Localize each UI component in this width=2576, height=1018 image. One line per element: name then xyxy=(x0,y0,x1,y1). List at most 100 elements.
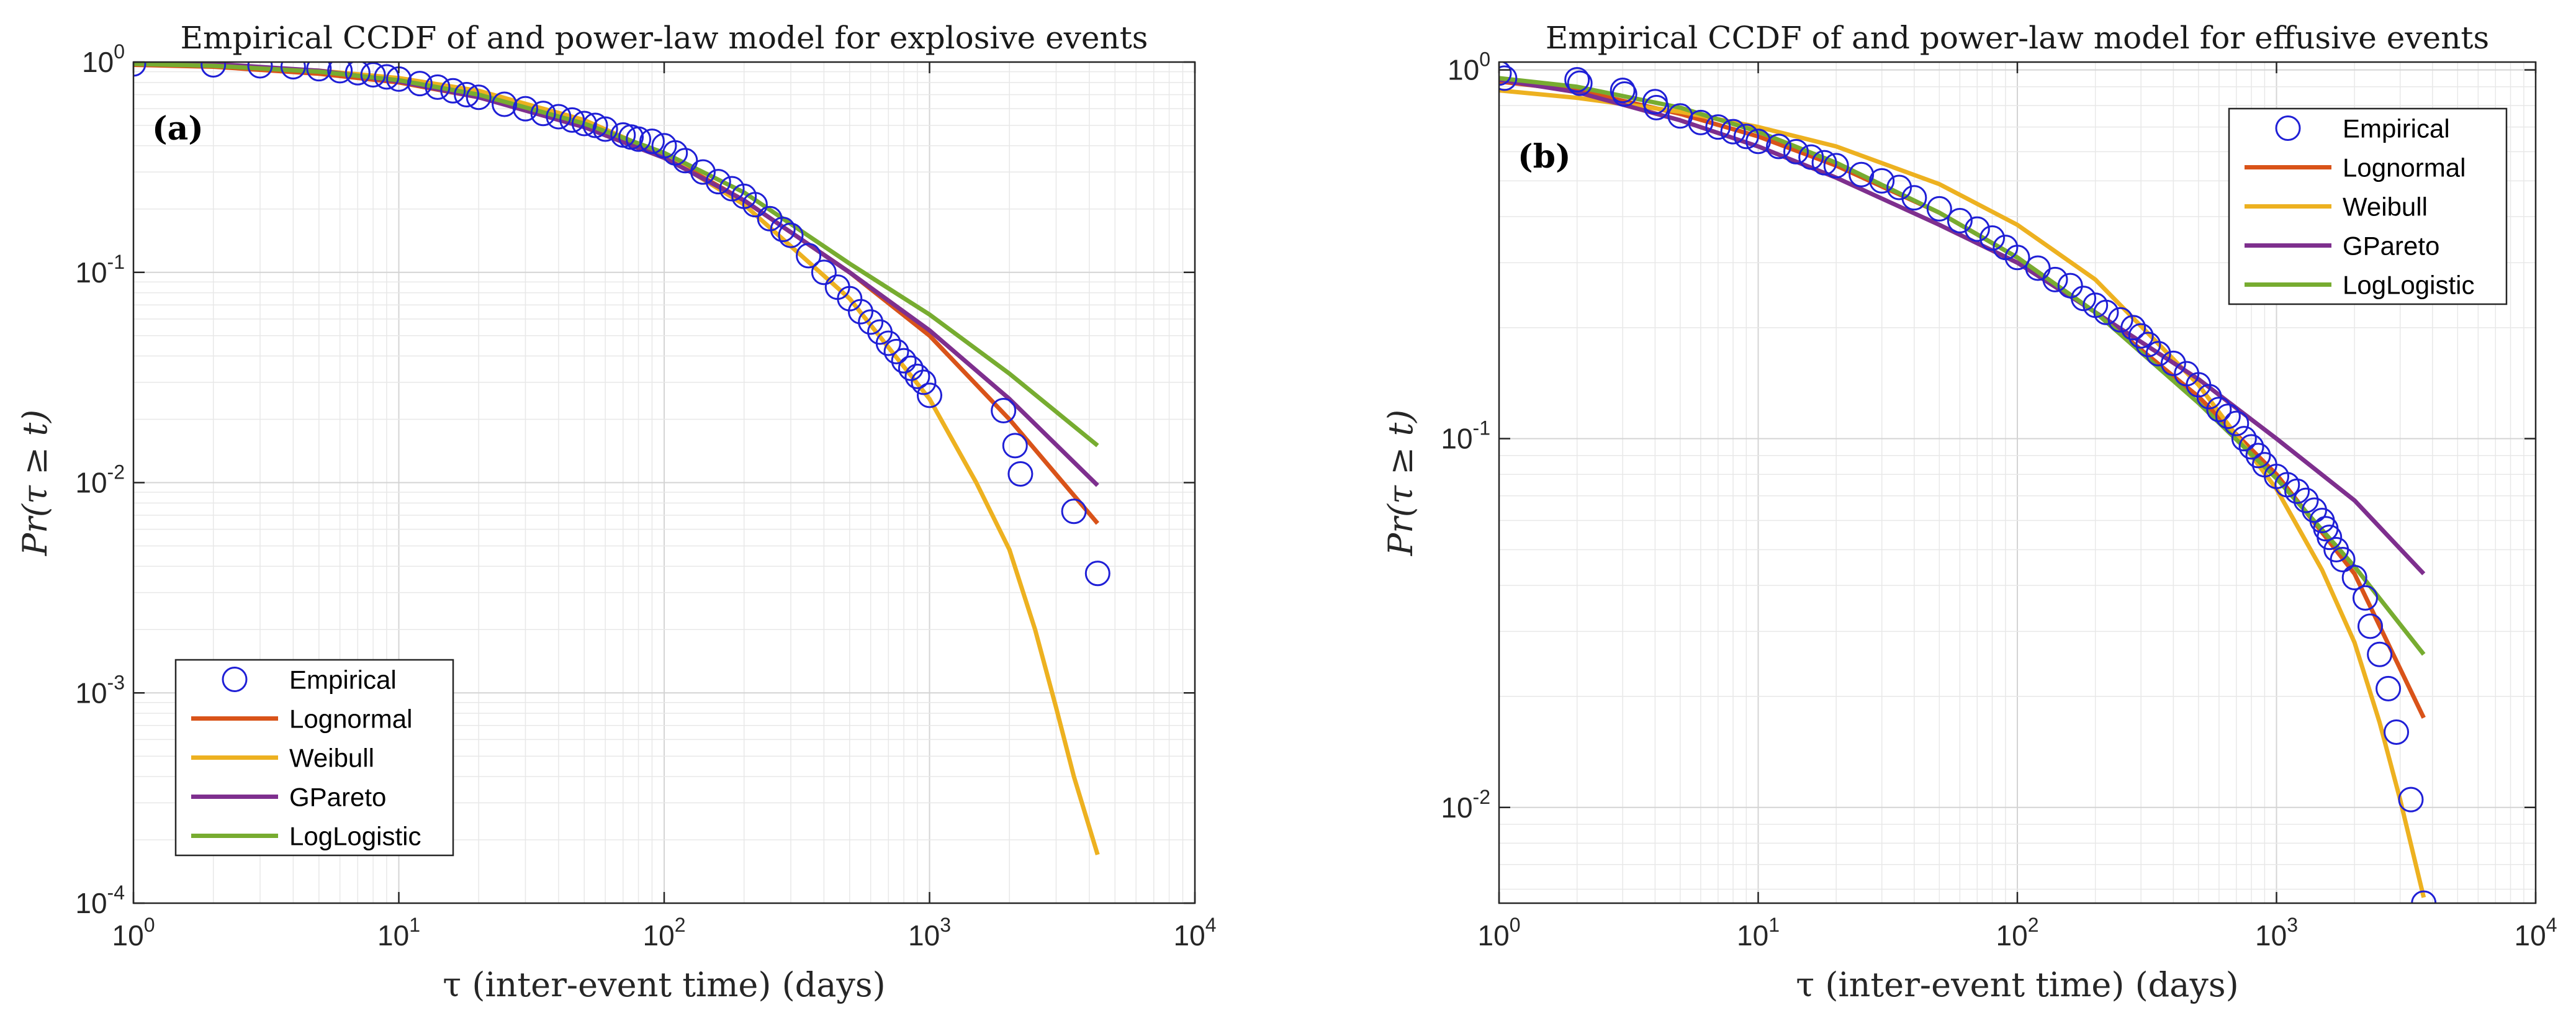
empirical-points xyxy=(133,62,1110,587)
empirical-point xyxy=(770,217,796,243)
empirical-point xyxy=(1610,78,1636,104)
empirical-point xyxy=(917,382,942,408)
legend-marker-empirical xyxy=(222,667,248,692)
empirical-point xyxy=(1783,138,1809,164)
empirical-point xyxy=(2245,443,2271,469)
empirical-point xyxy=(2223,410,2249,436)
empirical-point xyxy=(719,176,745,202)
empirical-point xyxy=(796,243,822,269)
y-tick-label: 10-1 xyxy=(1441,417,1490,455)
empirical-point xyxy=(2341,564,2367,590)
empirical-point xyxy=(306,62,332,82)
x-axis-label: τ (inter-event time) (days) xyxy=(1796,965,2238,1004)
x-tick-label: 101 xyxy=(1737,914,1780,952)
legend-entry: GPareto xyxy=(2343,232,2439,261)
legend-entry: Weibull xyxy=(289,744,374,773)
empirical-point xyxy=(742,192,768,218)
x-axis-label: τ (inter-event time) (days) xyxy=(443,965,885,1004)
legend-entry: Weibull xyxy=(2343,192,2428,222)
empirical-point xyxy=(571,110,597,137)
empirical-point xyxy=(848,299,874,325)
empirical-point xyxy=(2135,331,2161,358)
empirical-point xyxy=(2042,266,2068,292)
empirical-point xyxy=(2057,273,2083,299)
empirical-point xyxy=(2160,350,2186,376)
legend-entry: LogLogistic xyxy=(289,822,421,851)
empirical-point xyxy=(1798,144,1824,170)
empirical-point xyxy=(345,62,371,86)
y-tick-label: 10-1 xyxy=(75,251,125,289)
empirical-point xyxy=(1823,153,1849,179)
x-tick-label: 104 xyxy=(1174,914,1217,952)
empirical-point xyxy=(2196,384,2222,410)
chart-panel-a: 100 101 102 103 104 10-4 10-3 10-2 10-1 100 Empiri… xyxy=(16,20,1216,1004)
legend-entry: Empirical xyxy=(289,665,397,695)
empirical-point xyxy=(1926,196,1952,222)
empirical-point xyxy=(360,62,386,88)
legend-entry: Lognormal xyxy=(2343,153,2466,182)
empirical-point xyxy=(1869,168,1895,194)
empirical-point xyxy=(2107,307,2133,333)
chart-title: Empirical CCDF of and power-law model fo… xyxy=(181,20,1148,56)
empirical-point xyxy=(1611,81,1637,107)
empirical-point xyxy=(991,398,1017,424)
empirical-point xyxy=(1766,133,1792,160)
empirical-point xyxy=(2384,719,2410,745)
empirical-point xyxy=(811,259,837,286)
empirical-point xyxy=(1849,161,1875,187)
empirical-point xyxy=(1567,70,1593,96)
empirical-point xyxy=(133,62,146,77)
panel-tag: (b) xyxy=(1518,138,1571,176)
y-axis-label: Pr(τ ≥ t) xyxy=(1381,410,1420,556)
empirical-point xyxy=(454,81,480,107)
empirical-point xyxy=(582,112,608,138)
empirical-points xyxy=(1499,62,2437,903)
empirical-point xyxy=(492,91,518,117)
empirical-point xyxy=(2284,478,2310,504)
empirical-point xyxy=(440,78,466,104)
empirical-point xyxy=(1886,174,1912,200)
x-tick-label: 100 xyxy=(1478,914,1521,952)
empirical-point xyxy=(757,205,783,232)
empirical-point xyxy=(705,169,731,195)
panel-tag: (a) xyxy=(152,110,204,148)
empirical-point xyxy=(2352,585,2378,611)
empirical-point xyxy=(327,62,353,84)
empirical-point xyxy=(2398,786,2424,813)
empirical-point xyxy=(592,116,618,142)
empirical-point xyxy=(1688,109,1714,135)
x-tick-label: 102 xyxy=(1996,914,2039,952)
empirical-point xyxy=(672,148,698,174)
empirical-point xyxy=(1499,62,1512,86)
x-tick-label: 100 xyxy=(112,914,155,952)
empirical-point xyxy=(1947,208,1973,234)
x-tick-label: 101 xyxy=(377,914,420,952)
chart-title: Empirical CCDF of and power-law model fo… xyxy=(1546,20,2489,56)
empirical-point xyxy=(1007,461,1034,487)
empirical-point xyxy=(425,74,451,100)
empirical-point xyxy=(1644,94,1670,120)
empirical-point xyxy=(1705,114,1731,140)
grid xyxy=(133,62,1195,903)
legend-entry: Empirical xyxy=(2343,114,2450,143)
empirical-point xyxy=(891,348,917,374)
empirical-point xyxy=(1979,225,2006,251)
empirical-point xyxy=(1964,216,1990,242)
legend-entry: Lognormal xyxy=(289,705,412,734)
empirical-point xyxy=(2071,286,2097,312)
empirical-point xyxy=(546,104,572,130)
empirical-point xyxy=(1564,67,1590,93)
empirical-point xyxy=(1901,185,1927,211)
empirical-point xyxy=(2330,546,2356,572)
empirical-point xyxy=(898,355,924,381)
x-tick-label: 104 xyxy=(2515,914,2557,952)
empirical-point xyxy=(2238,434,2264,460)
empirical-point xyxy=(2093,299,2119,325)
y-tick-label: 10-2 xyxy=(75,461,125,499)
x-tick-label: 102 xyxy=(643,914,686,952)
chart-panel-b: 100 101 102 103 104 10-2 10-1 100 Empirical CCDF… xyxy=(1381,20,2557,1004)
empirical-point xyxy=(2367,641,2393,667)
empirical-point xyxy=(2206,397,2232,423)
empirical-point xyxy=(2145,341,2171,367)
legend: Empirical Lognormal Weibull GPareto LogLogis… xyxy=(174,659,454,857)
